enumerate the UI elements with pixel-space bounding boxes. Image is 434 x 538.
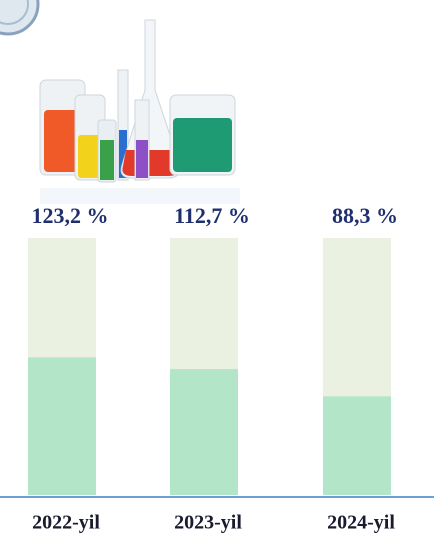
category-label: 2023-yil <box>174 512 242 534</box>
value-label: 88,3 % <box>332 203 398 228</box>
bar <box>28 357 96 495</box>
category-label: 2024-yil <box>327 512 395 534</box>
bar <box>170 369 238 495</box>
value-label: 123,2 % <box>32 203 109 228</box>
value-label: 112,7 % <box>174 203 250 228</box>
category-label: 2022-yil <box>32 512 100 534</box>
bar <box>323 396 391 495</box>
lab-glassware-illustration <box>39 19 240 204</box>
logo <box>0 0 40 36</box>
